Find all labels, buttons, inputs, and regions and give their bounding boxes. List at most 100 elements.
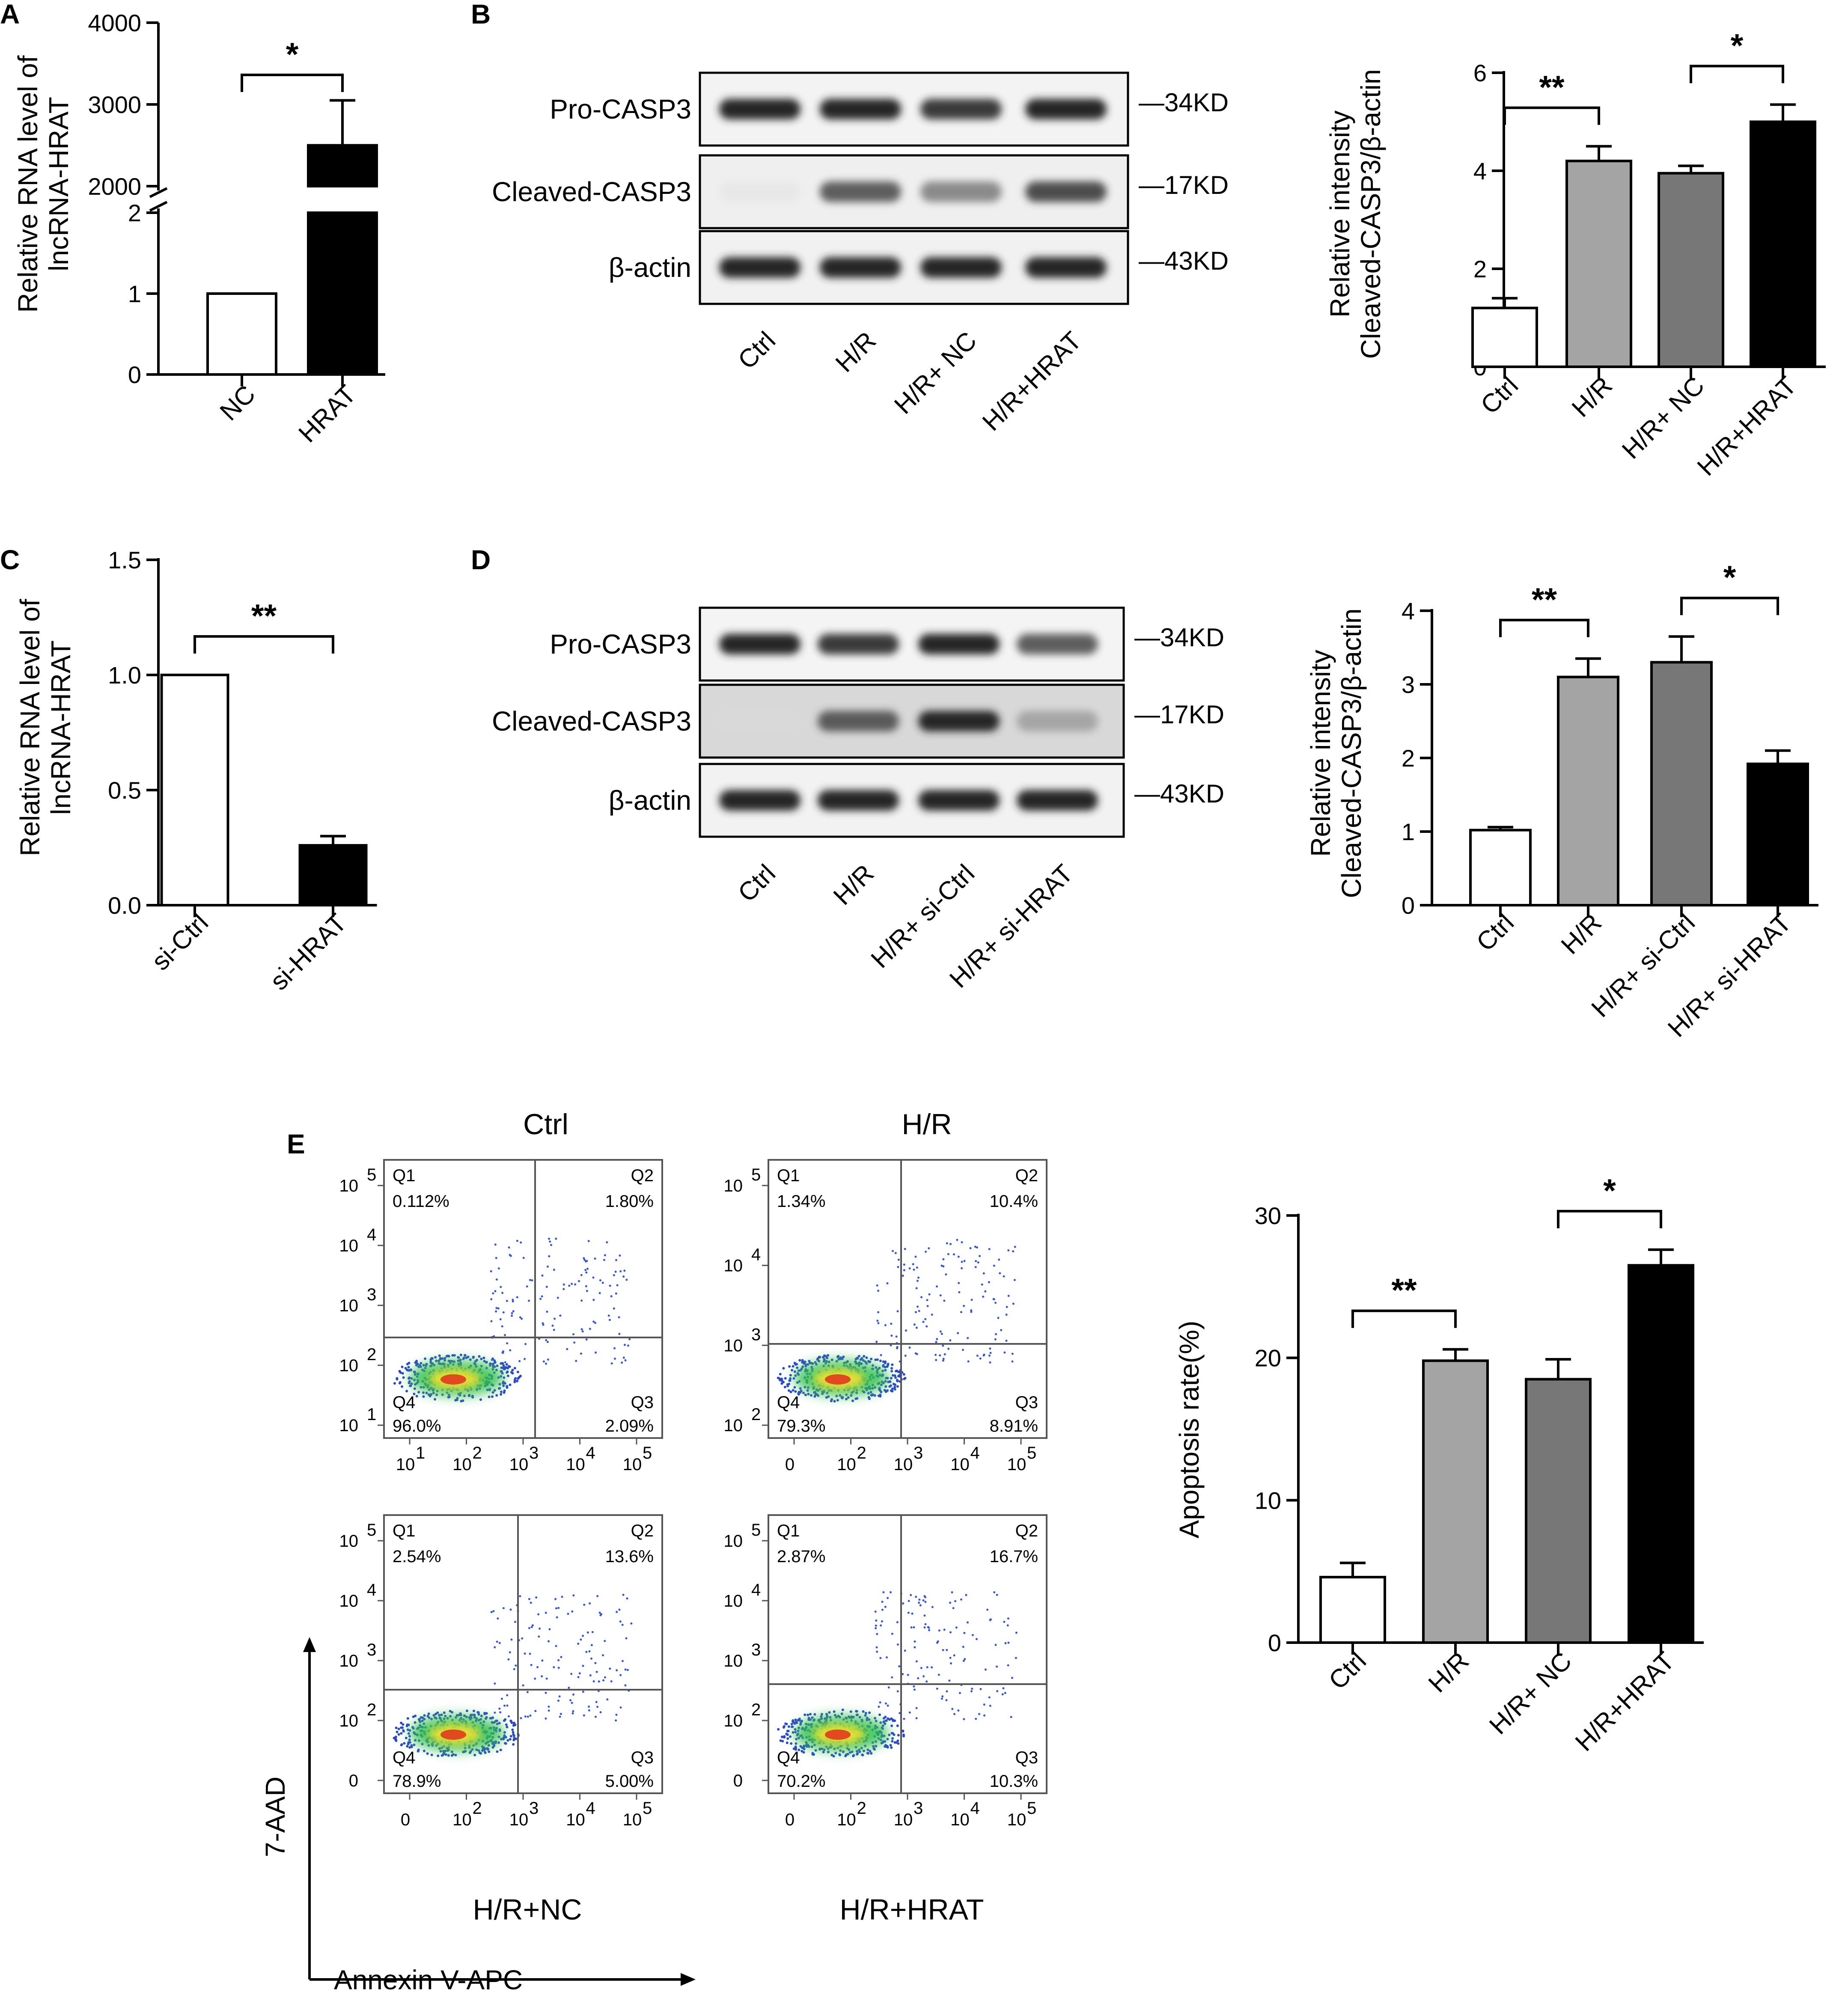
scatter-point [585,1651,588,1653]
category-label: H/R [1556,908,1607,960]
scatter-point [435,1359,438,1362]
scatter-point [786,1737,789,1740]
scatter-point [484,1751,487,1754]
scatter-point [879,1394,882,1397]
flow-y-tick-label: 10 [724,1336,743,1355]
scatter-point [957,1255,960,1258]
scatter-point [582,1634,584,1637]
scatter-point [988,1248,991,1250]
scatter-point [546,1341,549,1343]
scatter-point [405,1390,408,1393]
blot-band [818,790,899,811]
scatter-point [488,1750,491,1753]
significance-label: * [1723,559,1736,596]
scatter-point [908,1600,910,1602]
flow-y-tick-exponent: 5 [367,1521,376,1539]
scatter-point [476,1358,478,1361]
scatter-point [885,1702,887,1705]
scatter-point [547,1358,549,1361]
y-axis-label-line: Relative intensity [1324,110,1355,318]
scatter-point [619,1674,622,1676]
scatter-point [887,1597,889,1599]
scatter-point [530,1626,533,1628]
scatter-point [857,1355,860,1358]
scatter-point [979,1357,982,1360]
scatter-point [979,1255,981,1257]
scatter-point [890,1591,892,1593]
scatter-point [851,1400,854,1402]
scatter-point [833,1710,836,1713]
scatter-point [879,1359,882,1362]
scatter-point [472,1356,475,1359]
scatter-point [946,1690,948,1693]
flow-y-tick-label: 10 [724,1257,743,1275]
axis-break-mark [149,201,168,212]
scatter-point [583,1714,585,1717]
scatter-point [588,1650,591,1652]
flow-y-tick-exponent: 2 [367,1700,376,1719]
scatter-point [872,1393,874,1396]
blot-band [719,790,801,811]
scatter-point [477,1749,480,1752]
scatter-point [915,1717,918,1720]
scatter-point [622,1275,625,1278]
scatter-point [594,1257,596,1260]
scatter-point [580,1352,582,1355]
scatter-point [913,1269,915,1271]
scatter-point [795,1720,798,1723]
flow-x-tick-exponent: 5 [643,1799,652,1818]
western-blot-b: Pro-CASP3 —34KD Cleaved-CASP3 —17KD β-actin —… [492,71,1229,436]
scatter-point [580,1274,583,1276]
lane-label: H/R [828,859,879,910]
flow-x-tick-exponent: 2 [473,1444,482,1462]
scatter-point [407,1732,410,1735]
scatter-point [882,1360,885,1363]
scatter-point [504,1742,507,1745]
scatter-point [535,1596,538,1599]
scatter-point [430,1357,433,1360]
scatter-point [894,1376,897,1379]
scatter-point [875,1624,877,1627]
flow-y-tick-label: 10 [339,1236,359,1255]
y-axis-label-line: Cleaved-CASP3/β-actin [1336,608,1367,898]
scatter-point [801,1359,804,1362]
scatter-point [925,1251,927,1253]
scatter-point [459,1353,462,1356]
scatter-point [823,1359,826,1362]
flow-y-tick-label: 10 [339,1592,359,1611]
flow-y-tick-exponent: 3 [751,1325,761,1344]
scatter-point [989,1361,991,1364]
significance-label: ** [1539,69,1565,106]
scatter-point [491,1716,494,1719]
scatter-point [943,1628,946,1631]
quadrant-value: 5.00% [605,1772,654,1791]
scatter-point [882,1591,885,1593]
flow-x-tick-exponent: 4 [970,1799,980,1818]
scatter-point [887,1380,890,1383]
scatter-point [516,1296,518,1299]
bar [307,144,378,187]
flow-y-tick-exponent: 3 [367,1640,376,1659]
y-tick-label: 20 [1255,1345,1281,1372]
scatter-point [989,1619,991,1621]
scatter-point [572,1333,574,1336]
scatter-point [922,1599,925,1602]
significance-bracket [193,635,334,654]
scatter-point [988,1696,991,1699]
scatter-point [488,1395,491,1398]
axis-break-mark [149,187,168,198]
quadrant-value: 2.87% [777,1547,825,1566]
flow-y-tick-label: 10 [339,1416,359,1435]
scatter-point [886,1744,889,1747]
scatter-point [615,1259,617,1261]
scatter-point [967,1360,970,1363]
y-tick-label: 1.5 [108,547,141,574]
scatter-point [548,1709,550,1712]
scatter-point [981,1283,983,1286]
significance-bracket [1499,618,1589,637]
scatter-point [595,1670,598,1673]
scatter-point [489,1362,492,1365]
scatter-point [924,1601,927,1603]
